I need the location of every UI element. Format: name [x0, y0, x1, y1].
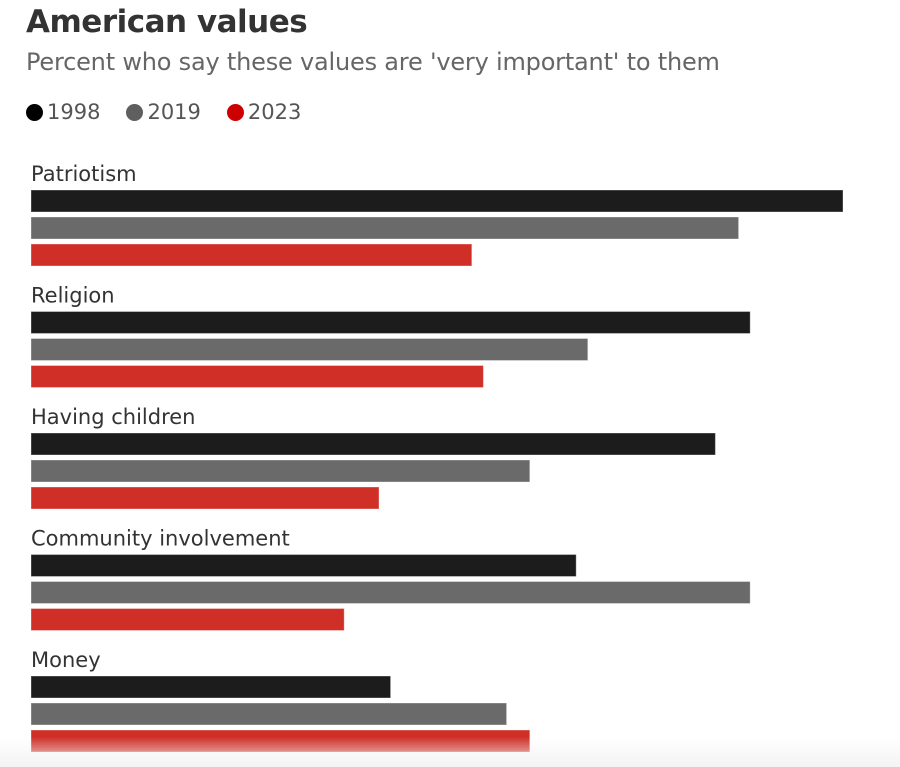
legend-swatch-2019	[126, 103, 144, 121]
bar-having-children-2019	[30, 459, 531, 483]
bar-money-2023	[30, 729, 531, 753]
bar-patriotism-2023	[30, 243, 473, 267]
bar-money-1998	[30, 675, 392, 699]
bar-having-children-1998	[30, 432, 716, 456]
category-label-patriotism: Patriotism	[31, 162, 137, 186]
bar-community-involvement-2019	[30, 581, 751, 604]
legend-item-2019: 2019	[126, 100, 201, 124]
legend-label-1998: 1998	[47, 100, 101, 124]
bar-community-involvement-2023	[30, 608, 345, 631]
bar-money-2019	[30, 702, 508, 726]
chart-title: American values	[26, 4, 308, 40]
legend-label-2019: 2019	[147, 100, 201, 124]
legend-item-2023: 2023	[226, 100, 302, 124]
bar-religion-1998	[30, 311, 751, 334]
legend: 1998 2019 2023	[26, 100, 327, 124]
bar-having-children-2023	[30, 486, 380, 510]
legend-swatch-1998	[26, 103, 43, 121]
legend-swatch-2023	[226, 103, 244, 121]
bar-community-involvement-1998	[30, 554, 577, 577]
bar-patriotism-2019	[30, 216, 740, 240]
legend-label-2023: 2023	[247, 100, 302, 124]
category-label-money: Money	[31, 648, 101, 672]
category-label-religion: Religion	[31, 284, 115, 308]
bar-religion-2023	[30, 365, 484, 388]
category-label-community-involvement: Community involvement	[31, 527, 290, 551]
bar-religion-2019	[30, 338, 589, 361]
bar-patriotism-1998	[30, 189, 844, 213]
legend-item-1998: 1998	[26, 100, 100, 124]
category-label-having-children: Having children	[31, 405, 196, 429]
chart-subtitle: Percent who say these values are 'very i…	[26, 48, 720, 76]
